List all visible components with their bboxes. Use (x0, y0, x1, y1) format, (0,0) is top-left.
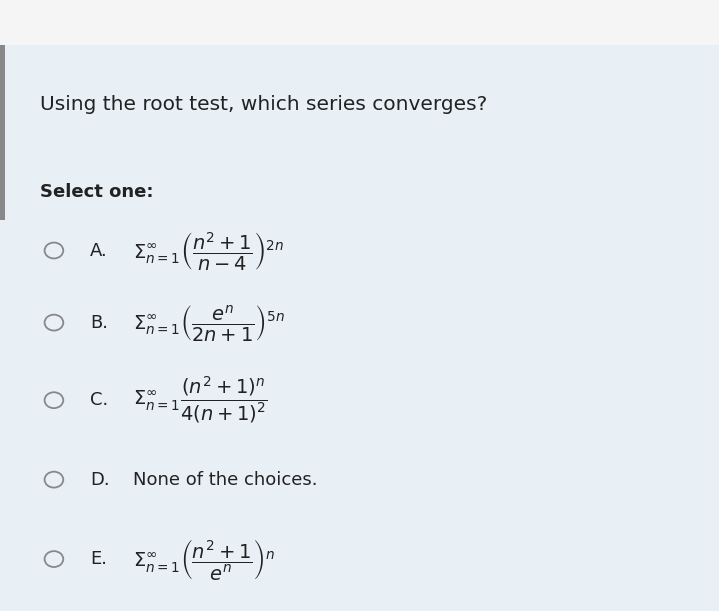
Text: B.: B. (90, 313, 108, 332)
Text: C.: C. (90, 391, 108, 409)
Text: $\Sigma_{n=1}^{\infty}\left(\dfrac{n^2+1}{e^n}\right)^{n}$: $\Sigma_{n=1}^{\infty}\left(\dfrac{n^2+1… (133, 536, 275, 582)
Text: A.: A. (90, 241, 108, 260)
Text: E.: E. (90, 550, 107, 568)
Text: $\Sigma_{n=1}^{\infty}\left(\dfrac{e^n}{2n+1}\right)^{5n}$: $\Sigma_{n=1}^{\infty}\left(\dfrac{e^n}{… (133, 302, 285, 343)
Text: D.: D. (90, 470, 109, 489)
FancyBboxPatch shape (0, 45, 5, 220)
FancyBboxPatch shape (0, 0, 719, 45)
Text: Select one:: Select one: (40, 183, 153, 201)
Text: Using the root test, which series converges?: Using the root test, which series conver… (40, 95, 487, 114)
Text: $\Sigma_{n=1}^{\infty}\dfrac{(n^2+1)^n}{4(n+1)^2}$: $\Sigma_{n=1}^{\infty}\dfrac{(n^2+1)^n}{… (133, 375, 268, 425)
Text: $\Sigma_{n=1}^{\infty}\left(\dfrac{n^2+1}{n-4}\right)^{2n}$: $\Sigma_{n=1}^{\infty}\left(\dfrac{n^2+1… (133, 230, 284, 271)
Text: None of the choices.: None of the choices. (133, 470, 318, 489)
